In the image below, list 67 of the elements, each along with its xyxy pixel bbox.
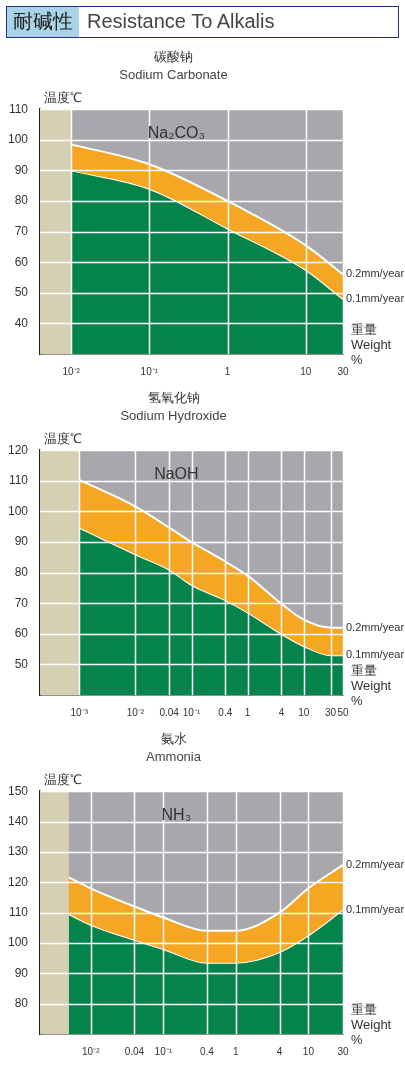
x-tick-label: 10⁻² [82,1045,101,1057]
x-tick-label: 30 [337,1045,349,1057]
chart-title: 氢氧化钠 [147,390,200,406]
x-tick-label: 10⁻³ [70,706,89,718]
y-axis-title: 温度℃ [44,772,83,788]
x-axis-title: 重量 Weight % [351,662,392,708]
x-tick-label: 0.4 [218,706,233,718]
x-tick-label: 30 [337,365,349,377]
x-tick-label: 10⁻² [126,706,145,718]
y-tick-label: 110 [8,904,29,919]
x-tick-label: 0.04 [159,706,180,718]
x-tick-label: 4 [278,706,285,718]
y-tick-label: 110 [8,473,29,488]
y-axis-title: 温度℃ [44,431,83,447]
y-tick-label: 90 [14,162,29,177]
x-axis-title: 重量 Weight % [351,321,392,367]
y-tick-label: 110 [8,101,29,116]
y-tick-label: 80 [14,564,29,579]
chart-subtitle: Ammonia [146,748,202,764]
chart-subtitle: Sodium Carbonate [119,66,228,82]
x-tick-label: 4 [276,1045,283,1057]
series-label: 0.2mm/year [346,267,405,280]
chart-title: 氨水 [160,731,187,747]
y-tick-label: 100 [7,935,29,950]
series-label: 0.2mm/year [346,857,405,870]
y-axis-title: 温度℃ [44,90,83,106]
text: Resistance To Alkalis [86,9,276,34]
y-tick-label: 90 [14,965,29,980]
chart-title: 碳酸钠 [153,49,193,65]
y-tick-label: 50 [14,656,29,671]
x-tick-label: 10 [298,706,310,718]
series-label: 0.1mm/year [346,648,405,661]
x-tick-label: 10⁻¹ [182,706,201,718]
x-tick-label: 10 [300,365,312,377]
series-label: 0.1mm/year [346,902,405,915]
y-tick-label: 150 [7,783,29,798]
y-tick-label: 120 [7,442,29,457]
x-tick-label: 1 [233,1045,240,1057]
y-tick-label: 80 [14,193,29,208]
x-tick-label: 0.4 [200,1045,215,1057]
y-tick-label: 60 [14,626,29,641]
y-tick-label: 60 [14,254,29,269]
x-tick-label: 10⁻¹ [140,365,159,377]
x-tick-label: 1 [224,365,231,377]
x-axis-title: 重量 Weight % [351,1001,392,1047]
x-tick-label: 50 [337,706,349,718]
x-tick-label: 10⁻² [62,365,81,377]
x-tick-label: 30 [324,706,337,718]
x-tick-label: 10 [302,1045,315,1057]
y-tick-label: 80 [14,995,29,1010]
text: 耐碱性 [7,7,79,37]
y-tick-label: 140 [7,813,29,828]
y-tick-label: 90 [14,534,29,549]
y-tick-label: 130 [7,844,29,859]
y-tick-label: 100 [7,503,29,518]
y-tick-label: 70 [14,595,29,610]
y-tick-label: 100 [7,132,29,147]
series-label: 0.1mm/year [346,291,405,304]
y-tick-label: 70 [14,223,29,238]
y-tick-label: 120 [7,874,29,889]
x-tick-label: 0.04 [124,1045,145,1057]
series-label: 0.2mm/year [346,620,405,633]
y-tick-label: 40 [14,315,29,330]
x-tick-label: 1 [244,706,251,718]
y-tick-label: 50 [14,285,29,300]
chart-subtitle: Sodium Hydroxide [120,407,227,423]
x-tick-label: 10⁻¹ [154,1045,173,1057]
